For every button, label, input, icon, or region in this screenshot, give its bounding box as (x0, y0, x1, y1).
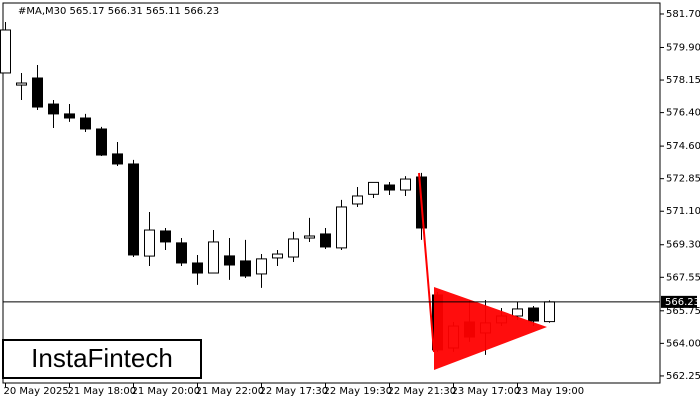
x-tick-label: 22 May 17:30 (260, 386, 329, 397)
y-tick-label: 564.00 (666, 338, 700, 349)
y-tick-label: 581.70 (666, 9, 700, 20)
x-tick-label: 23 May 17:00 (452, 386, 521, 397)
y-tick-label: 562.25 (666, 371, 700, 382)
candle-body (48, 103, 59, 115)
y-tick-label: 567.55 (666, 272, 700, 283)
x-tick-label: 21 May 18:00 (68, 386, 137, 397)
y-tick-label: 579.90 (666, 42, 700, 53)
candle-body (16, 82, 27, 86)
candle-body (544, 301, 555, 323)
candle-body (96, 128, 107, 156)
candle-body (352, 195, 363, 205)
candle-body (240, 260, 251, 277)
y-tick-label: 576.40 (666, 108, 700, 119)
candle-body (336, 206, 347, 249)
x-tick-label: 21 May 22:00 (196, 386, 265, 397)
x-tick-label: 22 May 19:30 (324, 386, 393, 397)
candle-body (224, 255, 235, 266)
y-tick-label: 572.85 (666, 174, 700, 185)
last-price-label: 566.23 (665, 297, 700, 308)
candle-body (160, 230, 171, 243)
watermark: InstaFintech (31, 343, 173, 373)
candle-body (528, 307, 539, 322)
y-tick-label: 574.60 (666, 141, 700, 152)
x-tick-label: 21 May 20:00 (132, 386, 201, 397)
candle-body (304, 235, 315, 239)
candle-body (128, 163, 139, 256)
candle-body (320, 233, 331, 248)
candle-body (368, 181, 379, 195)
candle-body (272, 253, 283, 259)
x-tick-label: 22 May 21:30 (388, 386, 457, 397)
candle-body (80, 117, 91, 130)
candle-body (64, 113, 75, 119)
candle-body (112, 153, 123, 165)
candle-body (0, 29, 11, 74)
candle-body (176, 242, 187, 264)
flagpole (418, 172, 435, 353)
plot-frame (2, 2, 661, 384)
y-tick-label: 569.30 (666, 240, 700, 251)
y-tick-label: 571.10 (666, 206, 700, 217)
candle-body (256, 258, 267, 275)
candle-body (32, 77, 43, 108)
last-price-tag (661, 295, 697, 308)
candle-body (192, 262, 203, 274)
x-tick-label: 20 May 2025 (4, 386, 69, 397)
candle-body (512, 308, 523, 317)
pennant (434, 287, 547, 370)
candle-body (144, 229, 155, 257)
x-tick-label: 23 May 19:00 (516, 386, 585, 397)
y-tick-label: 565.75 (666, 306, 700, 317)
info: #MA,M30 565.17 566.31 565.11 566.23 (18, 6, 219, 17)
y-tick-label: 578.15 (666, 75, 700, 86)
watermark-box (2, 339, 202, 379)
candle-body (208, 241, 219, 274)
candle-body (288, 238, 299, 258)
candle-body (400, 178, 411, 191)
candle-body (384, 184, 395, 191)
pennant-pattern (418, 172, 547, 370)
